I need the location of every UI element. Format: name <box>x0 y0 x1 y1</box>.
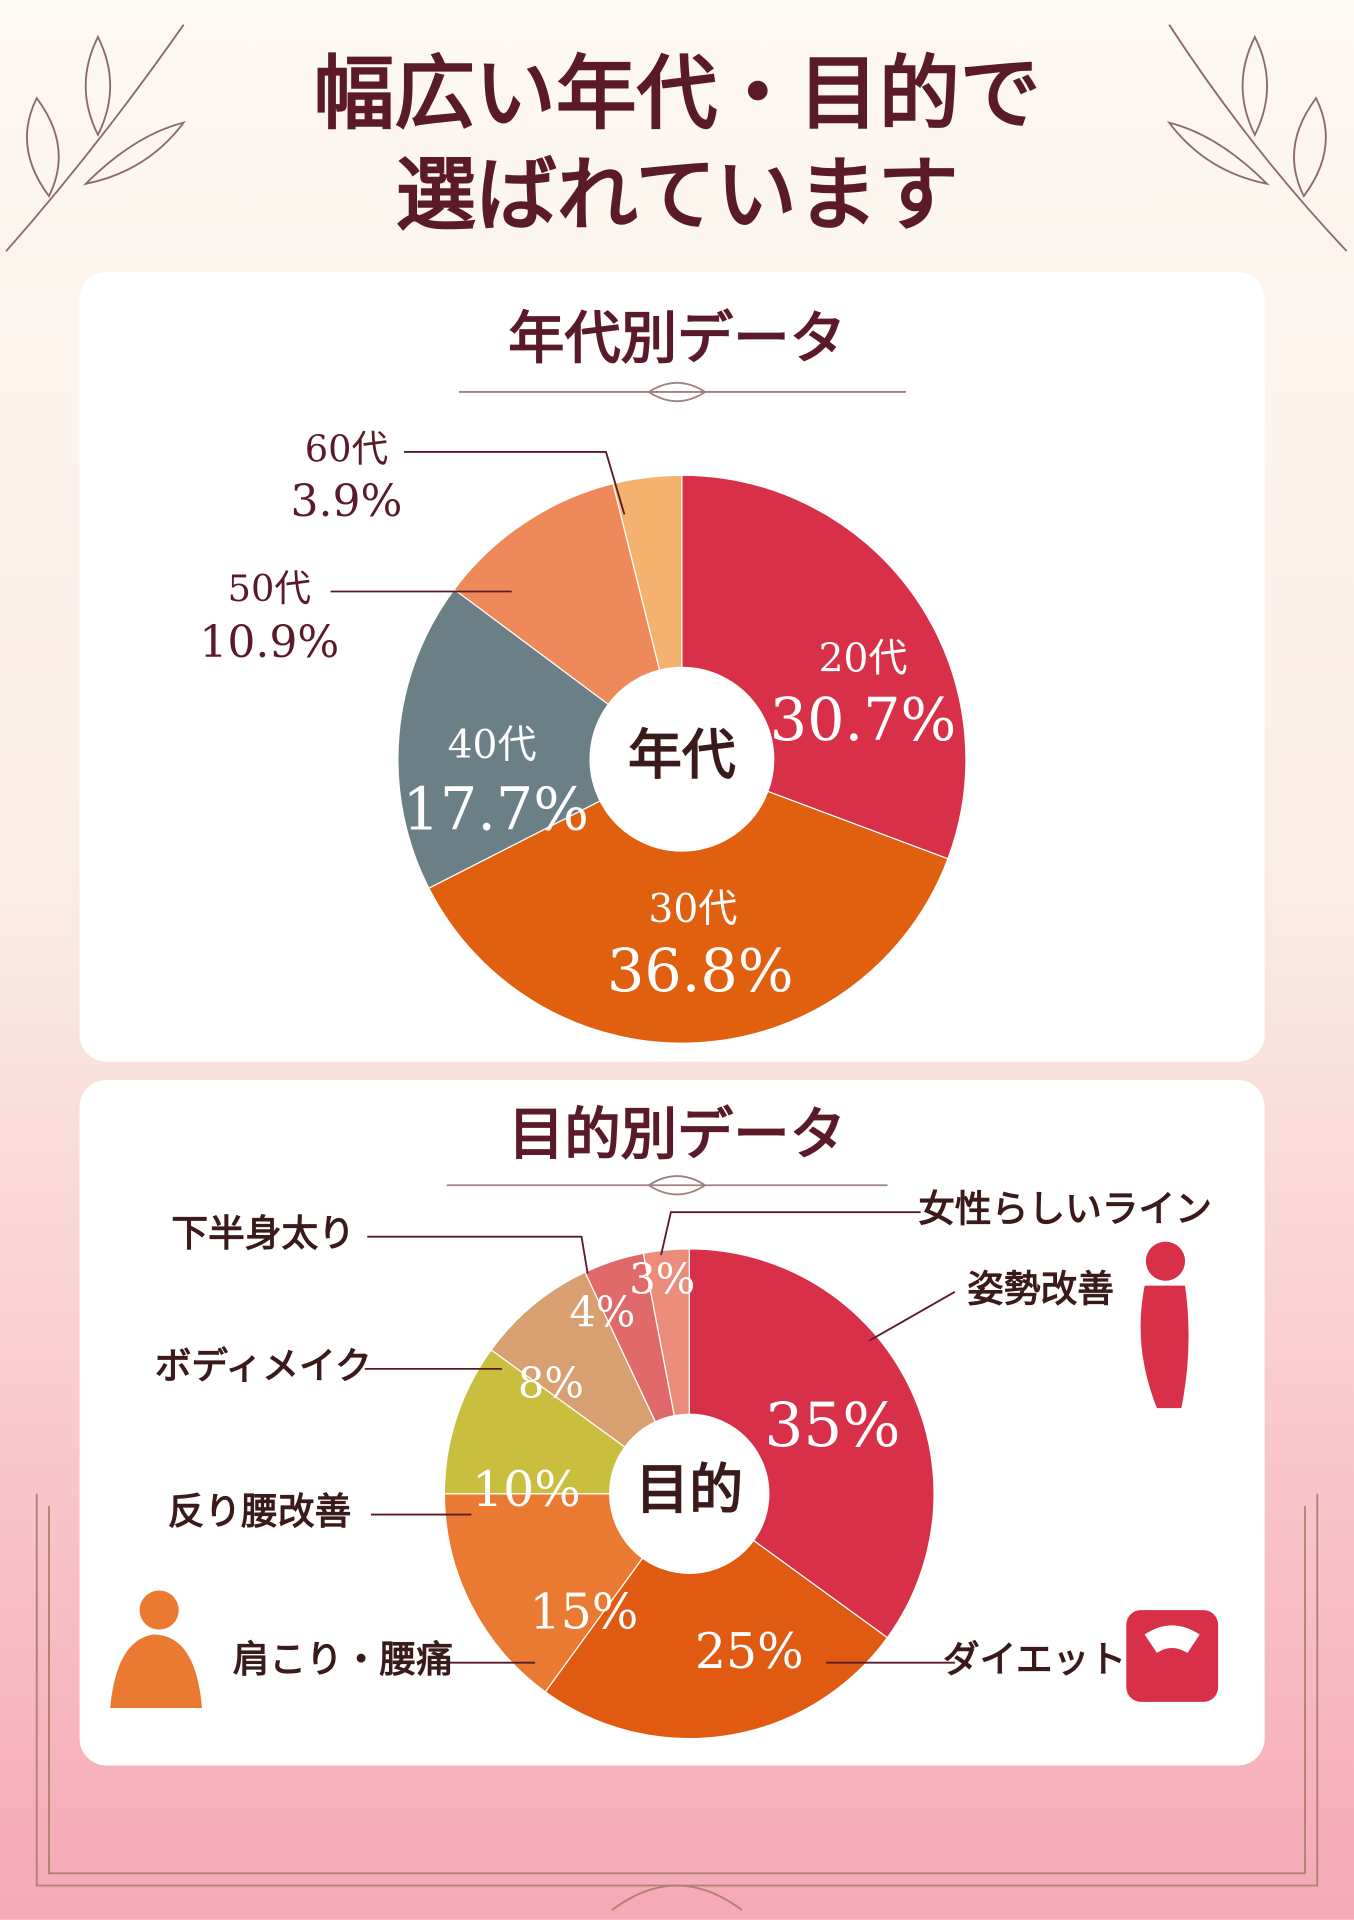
frame-decoration <box>35 1493 1319 1911</box>
leader-line <box>868 1290 956 1342</box>
slice-category-label: ダイエット <box>943 1638 1126 1681</box>
slice-value-label: 10.9% <box>199 617 339 668</box>
slice-category-label: 下半身太り <box>171 1212 355 1255</box>
icon-shoulder <box>110 1590 202 1709</box>
slice-category-label: 姿勢改善 <box>967 1267 1114 1310</box>
slice-value-label: 3.9% <box>290 476 402 527</box>
center-label: 年代 <box>628 722 736 786</box>
slice-value-label: 15% <box>530 1584 639 1641</box>
slice-value-label: 8% <box>518 1359 584 1408</box>
leader-line <box>403 451 626 515</box>
pie-slice <box>688 1248 935 1639</box>
icon-posture <box>1140 1241 1189 1409</box>
leaf-decoration <box>5 24 1348 252</box>
chart-title: 目的別データ <box>508 1101 846 1167</box>
slice-value-label: 36.8% <box>607 936 794 1005</box>
icon-scale <box>1126 1610 1219 1702</box>
leader-line <box>660 1211 921 1256</box>
page-title-line: 幅広い年代・目的で <box>313 46 1040 141</box>
slice-category-label: 50代 <box>228 567 311 610</box>
leader-line <box>367 1235 589 1274</box>
page-title-line: 選ばれています <box>395 148 958 243</box>
slice-value-label: 10% <box>472 1461 581 1518</box>
slice-category-label: 20代 <box>819 636 908 681</box>
slice-category-label: 反り腰改善 <box>168 1490 352 1533</box>
slice-category-label: 肩こり・腰痛 <box>233 1638 453 1681</box>
slice-category-label: 40代 <box>448 723 537 768</box>
center-label: 目的 <box>635 1457 743 1521</box>
slice-value-label: 35% <box>764 1390 900 1461</box>
slice-category-label: 60代 <box>305 427 388 470</box>
donut-hole <box>590 667 774 852</box>
slice-value-label: 4% <box>569 1288 635 1337</box>
slice-value-label: 25% <box>695 1623 804 1680</box>
slice-value-label: 3% <box>629 1255 695 1304</box>
slice-category-label: 女性らしいライン <box>918 1188 1212 1231</box>
chart-title: 年代別データ <box>508 306 846 372</box>
slice-category-label: 30代 <box>648 887 737 932</box>
slice-category-label: ボディメイク <box>155 1344 372 1387</box>
donut-hole <box>609 1414 769 1574</box>
slice-value-label: 17.7% <box>402 774 589 843</box>
slice-value-label: 30.7% <box>770 685 957 754</box>
divider <box>446 381 906 1196</box>
pie-slice <box>397 588 610 889</box>
